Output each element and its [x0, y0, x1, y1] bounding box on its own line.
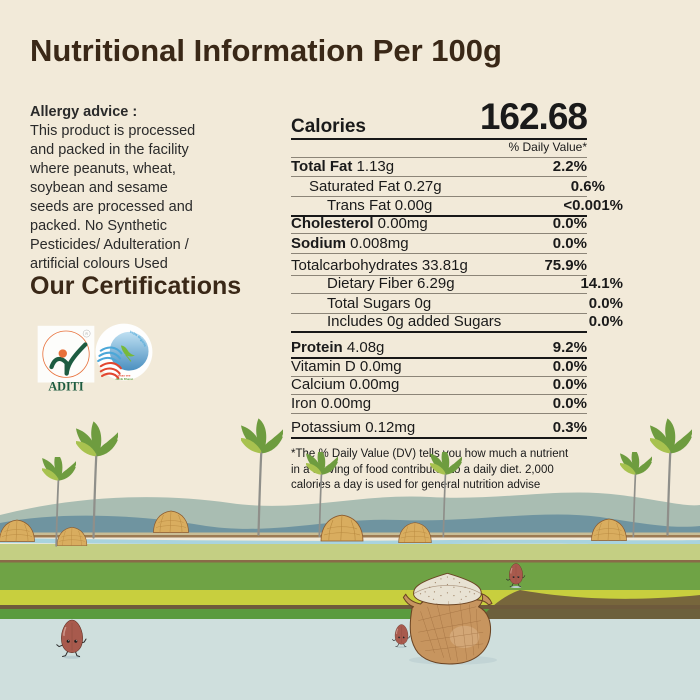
svg-text:ADITI: ADITI: [48, 380, 84, 393]
svg-text:Jaivik Bharat: Jaivik Bharat: [115, 377, 133, 381]
